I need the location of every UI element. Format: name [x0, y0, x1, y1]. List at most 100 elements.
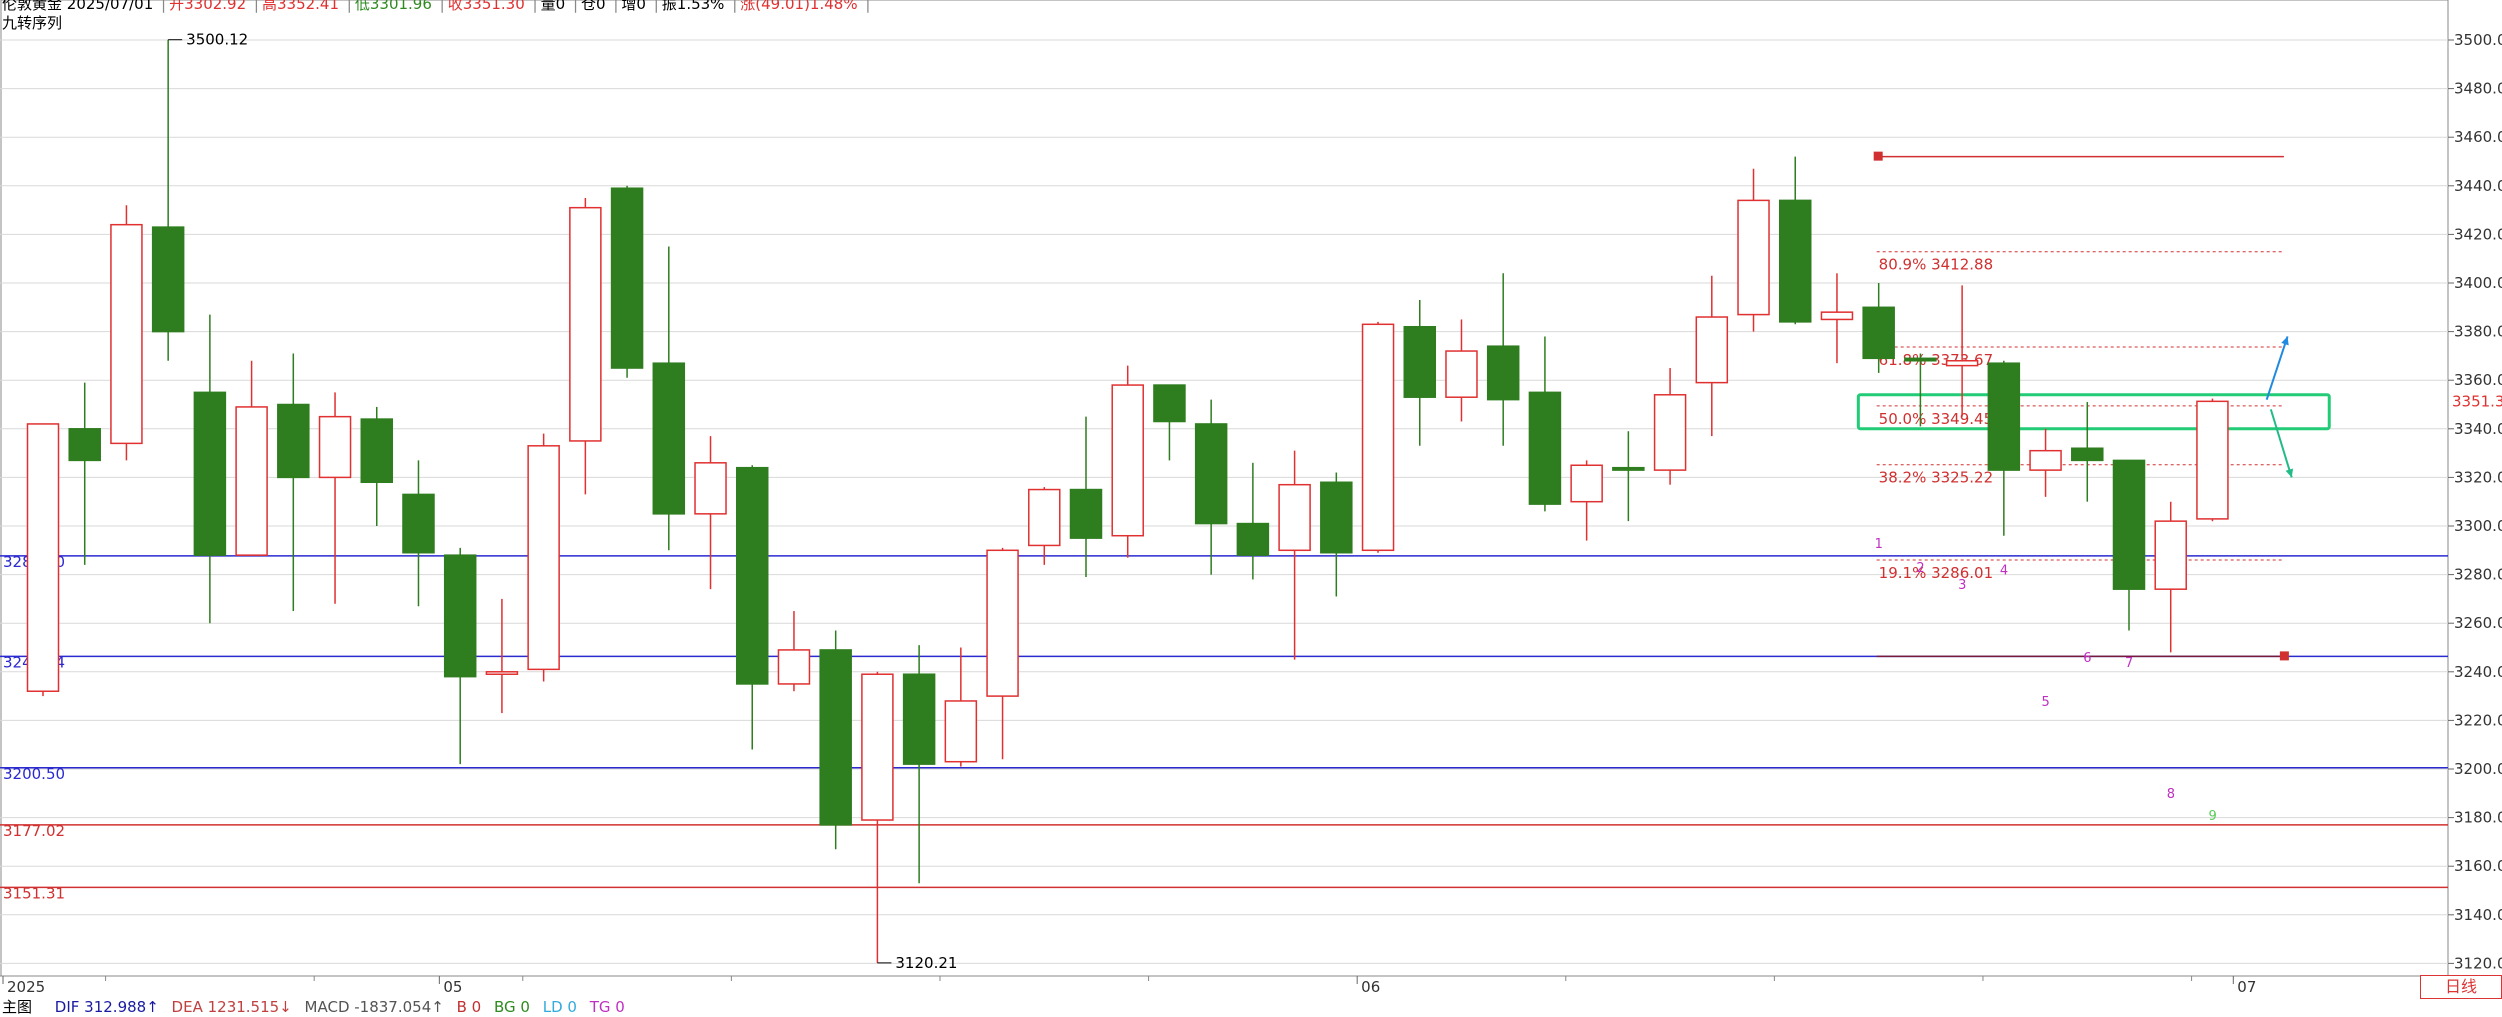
arrow-up-icon	[2265, 336, 2289, 400]
candle-body	[861, 673, 894, 821]
candle-body	[569, 206, 602, 442]
sequence-number: 1	[1875, 537, 1883, 552]
axes: 3500.00 3480.00 3460.00 3440.00 3420.00 3400.…	[0, 31, 2502, 996]
candle[interactable]	[443, 547, 477, 765]
candle[interactable]	[1028, 487, 1061, 565]
candle[interactable]	[277, 353, 310, 612]
candle[interactable]	[1361, 321, 1395, 553]
candle[interactable]	[2071, 402, 2104, 502]
candle-body	[277, 403, 310, 479]
y-tick-label: 3160.00	[2454, 857, 2502, 875]
candle[interactable]	[1528, 336, 1562, 512]
candle-body	[26, 423, 60, 692]
y-tick-label: 3260.00	[2454, 614, 2502, 632]
candle[interactable]	[861, 671, 894, 963]
candle[interactable]	[1069, 416, 1103, 578]
candle[interactable]	[735, 465, 769, 750]
candle-body	[944, 700, 978, 763]
candle[interactable]	[1904, 353, 1937, 427]
candle[interactable]	[569, 197, 602, 495]
candle-body	[652, 362, 686, 515]
candle[interactable]	[610, 185, 644, 378]
candle[interactable]	[1486, 273, 1520, 446]
candle[interactable]	[2029, 428, 2062, 497]
candle[interactable]	[1570, 460, 1603, 541]
candle[interactable]	[1320, 472, 1353, 597]
candle[interactable]	[1445, 319, 1478, 422]
candle[interactable]	[151, 39, 185, 361]
candle[interactable]	[1111, 365, 1144, 558]
candle[interactable]	[1653, 368, 1687, 485]
candle-body	[110, 223, 143, 445]
y-tick-label: 3140.00	[2454, 906, 2502, 924]
candle-body	[1570, 464, 1603, 503]
x-tick-label: 05	[443, 978, 462, 996]
candle[interactable]	[986, 547, 1019, 760]
candle[interactable]	[1695, 275, 1729, 437]
y-tick-label: 3360.00	[2454, 371, 2502, 389]
cycle-tab-daily[interactable]: 日线	[2420, 975, 2502, 999]
y-tick-label: 3380.00	[2454, 323, 2502, 341]
sequence-number: 6	[2083, 651, 2091, 666]
candle[interactable]	[902, 645, 936, 884]
y-tick-label: 3320.00	[2454, 468, 2502, 486]
fib-label: 38.2% 3325.22	[1879, 469, 1993, 487]
candle[interactable]	[652, 246, 686, 551]
open-interest: 仓0	[581, 0, 606, 13]
candle[interactable]	[402, 460, 435, 607]
candle[interactable]	[1236, 462, 1270, 580]
candle-body	[1862, 306, 1895, 360]
candle[interactable]	[1153, 384, 1186, 461]
candle[interactable]	[1862, 283, 1895, 373]
candle[interactable]	[26, 423, 60, 697]
candle-body	[1069, 488, 1103, 539]
candle[interactable]	[193, 314, 227, 624]
candle-body	[2071, 447, 2104, 462]
y-tick-label: 3220.00	[2454, 711, 2502, 729]
candle[interactable]	[2196, 398, 2229, 522]
candle-body	[777, 649, 811, 685]
candle[interactable]	[110, 205, 143, 461]
candle-body	[2154, 520, 2187, 590]
candle[interactable]	[944, 647, 978, 767]
candle[interactable]	[1987, 360, 2021, 536]
candle-body	[1820, 311, 1854, 321]
sequence-number: 9	[2208, 809, 2216, 824]
indicator-name[interactable]: 九转序列	[2, 14, 63, 32]
candle-body	[1194, 423, 1228, 525]
candle[interactable]	[1194, 399, 1228, 575]
candle[interactable]	[819, 630, 852, 850]
candle[interactable]	[694, 436, 727, 590]
y-tick-label: 3400.00	[2454, 274, 2502, 292]
candle-body	[1778, 199, 1812, 323]
candle[interactable]	[318, 392, 352, 604]
candle[interactable]	[2112, 459, 2146, 631]
candle[interactable]	[527, 433, 560, 682]
candle[interactable]	[1403, 300, 1437, 446]
candle[interactable]	[68, 382, 101, 565]
candles[interactable]	[26, 39, 2229, 963]
candle[interactable]	[1737, 168, 1770, 332]
candle[interactable]	[777, 611, 811, 692]
candle-body	[1153, 384, 1186, 423]
candle[interactable]	[1612, 431, 1645, 522]
candle[interactable]	[1278, 450, 1311, 660]
dea-value: DEA 1231.515↓	[171, 998, 292, 1016]
candle[interactable]	[485, 598, 519, 714]
candle[interactable]	[2154, 501, 2187, 653]
candle[interactable]	[1820, 273, 1854, 364]
candle[interactable]	[235, 360, 268, 556]
x-tick-label: 06	[1361, 978, 1380, 996]
fib-label: 80.9% 3412.88	[1879, 256, 1993, 274]
level-label: 3200.50	[3, 765, 65, 783]
tab-main-chart[interactable]: 主图	[2, 998, 33, 1016]
y-tick-label: 3200.00	[2454, 760, 2502, 778]
candle-body	[1695, 316, 1729, 384]
candle[interactable]	[360, 406, 394, 526]
candle[interactable]	[1945, 285, 1979, 417]
candle[interactable]	[1778, 156, 1812, 325]
candle-body	[694, 462, 727, 515]
candle-body	[235, 406, 268, 556]
volume: 量0	[540, 0, 566, 13]
